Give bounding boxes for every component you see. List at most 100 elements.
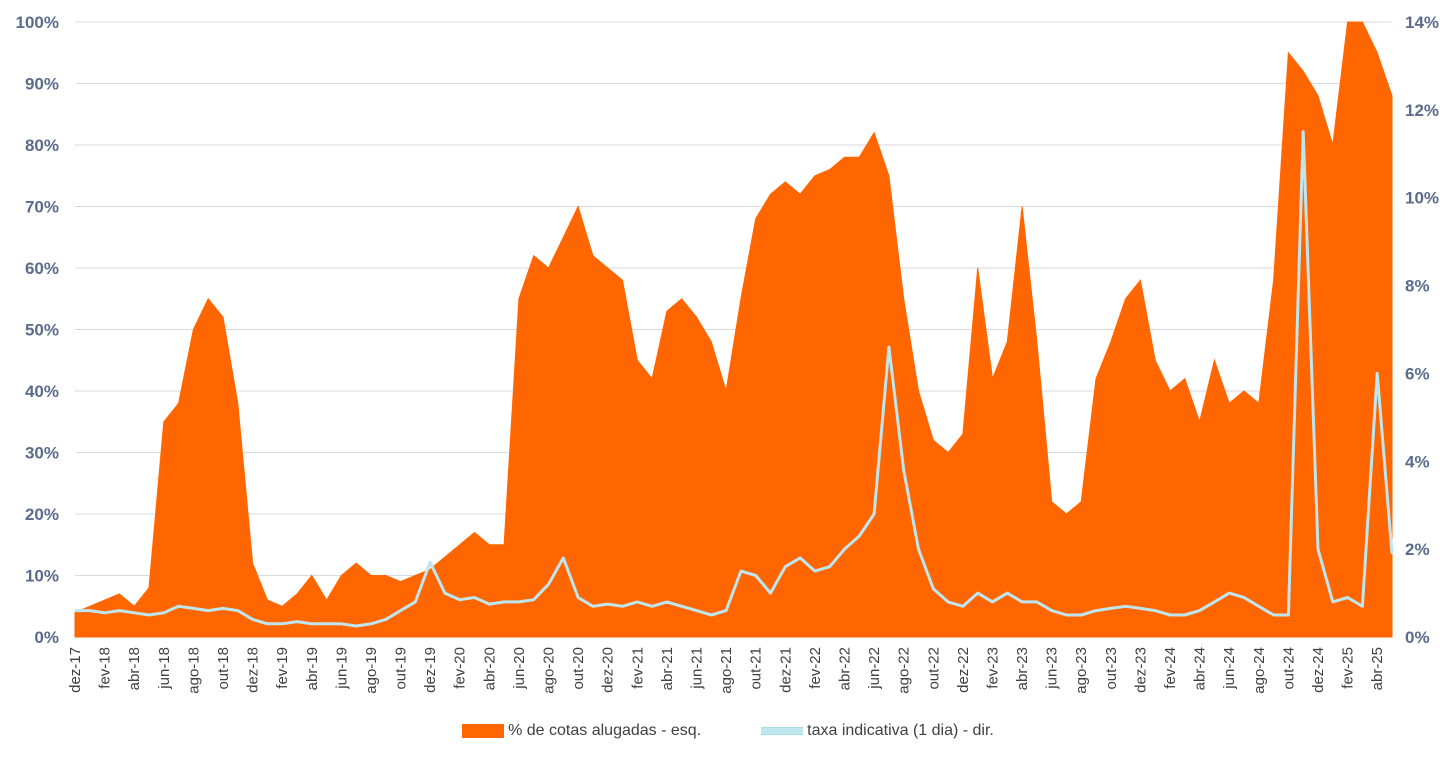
left-tick-label-9: 90% — [25, 75, 59, 94]
x-tick-label-43: fev-25 — [1340, 647, 1357, 689]
left-tick-label-1: 10% — [25, 567, 59, 586]
x-tick-label-35: out-23 — [1103, 647, 1120, 690]
line-point-82 — [1287, 614, 1290, 616]
line-point-39 — [651, 605, 653, 608]
right-tick-label-2: 4% — [1405, 452, 1430, 471]
x-tick-label-18: dez-20 — [600, 647, 617, 693]
line-point-40 — [666, 601, 668, 603]
line-point-37 — [621, 605, 624, 608]
line-point-73 — [1154, 609, 1156, 612]
line-point-81 — [1272, 614, 1275, 616]
right-tick-label-5: 10% — [1405, 189, 1439, 208]
x-tick-label-11: out-19 — [393, 647, 410, 690]
legend: % de cotas alugadas - esq. taxa indicati… — [0, 722, 1456, 740]
line-point-74 — [1169, 614, 1171, 616]
line-point-86 — [1346, 596, 1349, 599]
line-point-44 — [725, 609, 727, 612]
line-point-46 — [754, 574, 757, 577]
line-point-16 — [311, 623, 313, 625]
x-tick-label-2: abr-18 — [126, 647, 143, 690]
line-point-83 — [1302, 131, 1304, 133]
line-point-27 — [473, 596, 476, 599]
x-tick-label-39: jun-24 — [1221, 647, 1238, 690]
x-tick-label-3: jun-18 — [156, 647, 173, 690]
line-point-72 — [1139, 607, 1142, 610]
x-tick-label-10: ago-19 — [363, 647, 380, 694]
line-point-1 — [89, 609, 91, 612]
line-point-43 — [710, 614, 713, 616]
line-point-14 — [281, 623, 284, 625]
x-tick-label-29: out-22 — [925, 647, 942, 690]
left-tick-label-5: 50% — [25, 321, 59, 340]
line-point-84 — [1317, 548, 1319, 550]
line-point-47 — [769, 592, 772, 594]
x-tick-label-8: abr-19 — [304, 647, 321, 690]
x-tick-label-9: jun-19 — [333, 647, 350, 690]
x-tick-label-27: jun-22 — [866, 647, 883, 690]
line-point-26 — [458, 598, 461, 601]
x-tick-label-1: fev-18 — [97, 647, 114, 689]
x-tick-label-25: fev-22 — [807, 647, 824, 689]
line-point-20 — [370, 623, 372, 625]
legend-label-line: taxa indicativa (1 dia) - dir. — [807, 722, 994, 739]
line-point-64 — [1021, 601, 1023, 603]
x-tick-label-33: jun-23 — [1044, 647, 1061, 690]
x-tick-label-7: fev-19 — [274, 647, 291, 689]
line-point-13 — [266, 623, 269, 625]
x-tick-label-31: fev-23 — [985, 647, 1002, 689]
line-point-11 — [237, 609, 239, 612]
line-point-56 — [902, 469, 905, 471]
line-series-layer — [74, 130, 1394, 628]
right-tick-label-3: 6% — [1405, 364, 1430, 383]
line-point-63 — [1006, 592, 1009, 594]
line-point-51 — [828, 565, 831, 568]
line-point-15 — [296, 620, 298, 623]
line-point-19 — [355, 625, 358, 627]
line-point-52 — [843, 548, 846, 550]
line-point-66 — [1050, 609, 1053, 612]
line-point-85 — [1332, 601, 1334, 603]
x-tick-label-28: ago-22 — [896, 647, 913, 694]
right-tick-label-6: 12% — [1405, 101, 1439, 120]
left-axis-ticks: 0% 10% 20% 30% 40% 50% 60% 70% 80% 90% 100% — [16, 13, 59, 647]
x-tick-label-13: fev-20 — [452, 647, 469, 689]
line-point-71 — [1124, 605, 1127, 608]
x-tick-label-4: ago-18 — [185, 647, 202, 694]
line-point-69 — [1095, 609, 1097, 612]
x-tick-label-30: dez-22 — [955, 647, 972, 693]
line-point-3 — [118, 609, 121, 612]
line-point-45 — [740, 570, 742, 572]
line-point-78 — [1228, 592, 1230, 594]
x-tick-label-21: jun-21 — [689, 647, 706, 690]
left-tick-label-8: 80% — [25, 136, 59, 155]
line-point-53 — [858, 535, 861, 537]
line-point-65 — [1036, 601, 1038, 603]
area-series-cotas-alugadas — [74, 21, 1393, 638]
line-point-48 — [784, 565, 787, 568]
left-tick-label-10: 100% — [16, 13, 59, 32]
line-point-33 — [562, 557, 565, 559]
x-tick-label-17: out-20 — [570, 647, 587, 690]
line-point-49 — [799, 557, 801, 559]
line-point-2 — [103, 612, 106, 614]
line-point-76 — [1198, 609, 1201, 612]
left-tick-label-4: 40% — [25, 382, 59, 401]
line-point-29 — [503, 601, 505, 603]
line-point-60 — [962, 605, 964, 608]
line-point-17 — [325, 623, 328, 625]
line-point-4 — [133, 612, 135, 614]
x-tick-label-20: abr-21 — [659, 647, 676, 690]
line-point-10 — [222, 607, 224, 610]
line-point-8 — [192, 607, 195, 610]
line-point-23 — [414, 601, 417, 603]
left-tick-label-3: 30% — [25, 444, 59, 463]
line-point-70 — [1110, 607, 1112, 610]
line-point-21 — [385, 618, 387, 621]
line-point-89 — [1391, 552, 1393, 555]
chart-svg: 0% 10% 20% 30% 40% 50% 60% 70% 80% 90% 100% 0% 2% 4%… — [16, 13, 1440, 694]
line-point-80 — [1258, 605, 1260, 608]
line-point-42 — [695, 609, 698, 612]
x-tick-label-14: abr-20 — [481, 647, 498, 690]
line-point-25 — [444, 592, 446, 594]
line-point-36 — [606, 603, 609, 605]
